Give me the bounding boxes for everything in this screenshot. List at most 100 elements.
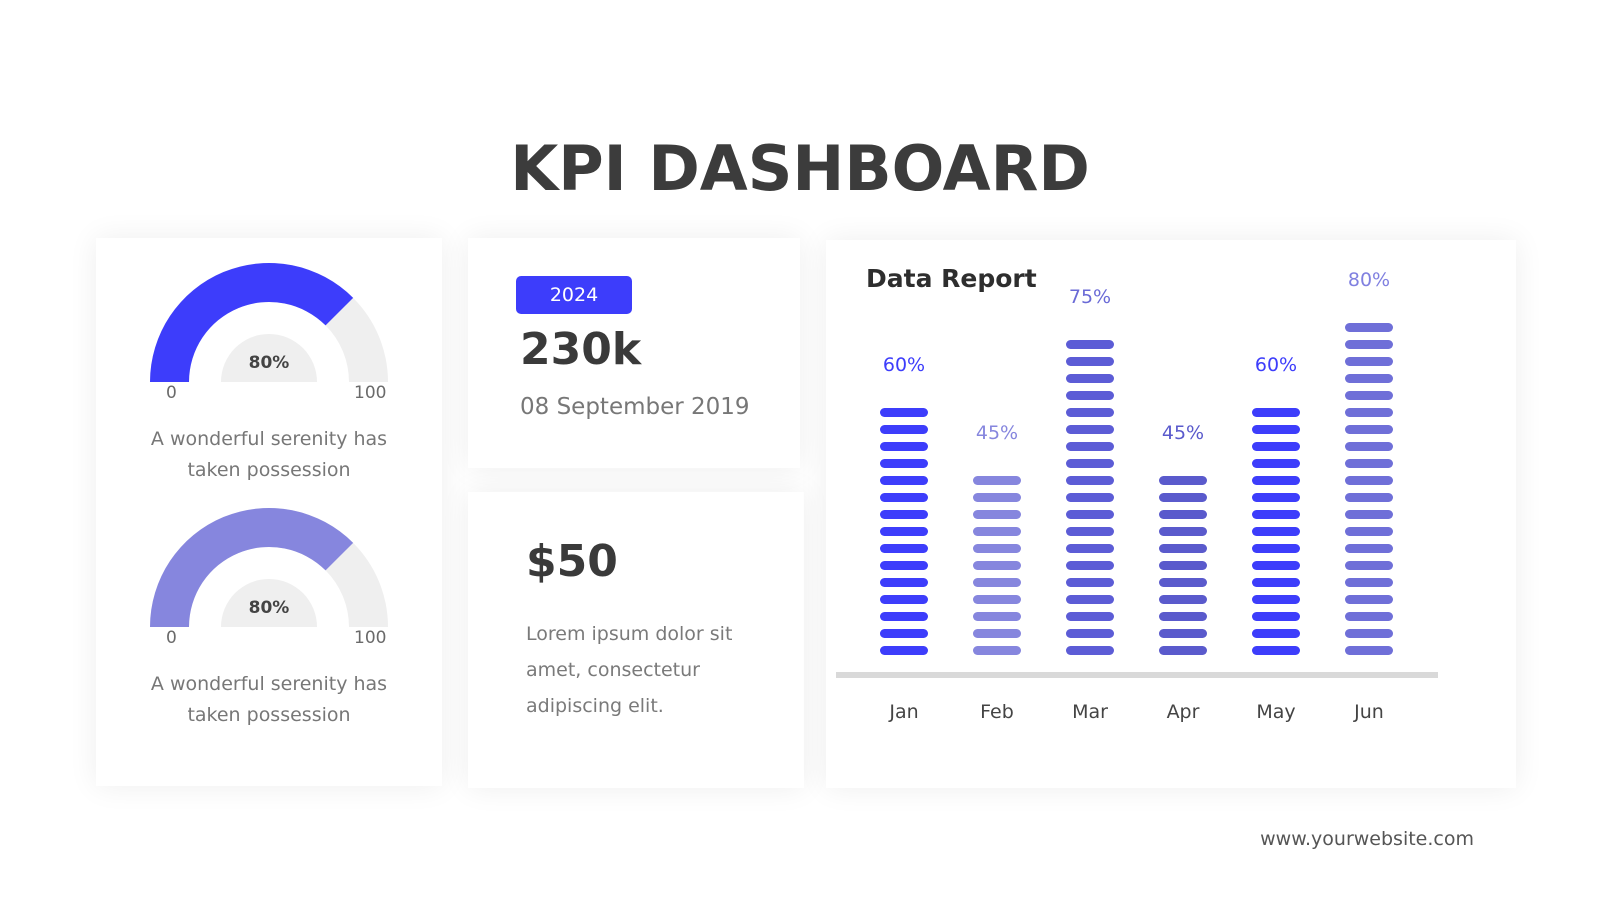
bar-segment — [973, 476, 1021, 485]
bar-segment — [1159, 493, 1207, 502]
bar-segment — [1252, 595, 1300, 604]
bar-value-label: 45% — [976, 422, 1018, 444]
gauge-2-caption-line2: taken possession — [187, 704, 351, 726]
bar-segment — [1345, 442, 1393, 451]
bar-segment — [1159, 595, 1207, 604]
gauge-2-caption: A wonderful serenity has taken possessio… — [96, 669, 442, 731]
bar-segment — [880, 544, 928, 553]
bar-segment — [1066, 408, 1114, 417]
bar-may — [1252, 408, 1300, 655]
bar-segment — [1066, 561, 1114, 570]
bar-segment — [1252, 459, 1300, 468]
website-url[interactable]: www.yourwebsite.com — [1260, 828, 1474, 850]
bar-segment — [1252, 493, 1300, 502]
bar-segment — [1345, 340, 1393, 349]
stat-date: 08 September 2019 — [520, 394, 750, 420]
bar-segment — [1345, 323, 1393, 332]
bar-segment — [1159, 578, 1207, 587]
gauge-fill — [150, 508, 354, 627]
bar-value-label: 80% — [1348, 269, 1390, 291]
bar-value-label: 60% — [883, 354, 925, 376]
bar-segment — [1066, 442, 1114, 451]
bar-segment — [1159, 476, 1207, 485]
bar-segment — [880, 629, 928, 638]
bar-segment — [1066, 493, 1114, 502]
bar-segment — [1252, 408, 1300, 417]
bar-jan — [880, 408, 928, 655]
gauge-value-label: 80% — [249, 353, 290, 373]
stat-card: 2024 230k 08 September 2019 — [468, 238, 800, 468]
bar-segment — [1345, 646, 1393, 655]
chart-title: Data Report — [866, 264, 1037, 293]
gauge-2-caption-line1: A wonderful serenity has — [150, 673, 388, 695]
gauge-center — [221, 334, 317, 382]
bar-segment — [1252, 561, 1300, 570]
bar-segment — [1252, 510, 1300, 519]
bar-segment — [1252, 629, 1300, 638]
gauges-card: 80% 0 100 A wonderful serenity has taken… — [96, 238, 442, 786]
gauge-2-max-label: 100 — [354, 628, 387, 648]
bar-segment — [973, 561, 1021, 570]
bar-segment — [1159, 510, 1207, 519]
gauge-1-caption-line2: taken possession — [187, 459, 351, 481]
bar-segment — [1066, 527, 1114, 536]
bar-segment — [880, 510, 928, 519]
bar-segment — [880, 442, 928, 451]
bar-segment — [1252, 476, 1300, 485]
bar-segment — [880, 493, 928, 502]
gauge-center — [221, 579, 317, 627]
data-report-chart: 60% Jan 45% Feb 75% Mar 45% Apr 60% May 80% Jun — [836, 269, 1438, 723]
bar-segment — [973, 493, 1021, 502]
bar-segment — [1252, 527, 1300, 536]
bar-segment — [880, 476, 928, 485]
bar-segment — [1159, 544, 1207, 553]
bar-segment — [1159, 612, 1207, 621]
bar-segment — [973, 578, 1021, 587]
bar-segment — [1066, 459, 1114, 468]
gauge-1-max-label: 100 — [354, 383, 387, 403]
bar-segment — [1345, 629, 1393, 638]
bar-segment — [973, 527, 1021, 536]
bar-segment — [1252, 544, 1300, 553]
bar-segment — [880, 408, 928, 417]
x-tick-label: Jun — [1353, 701, 1384, 723]
bar-segment — [1066, 340, 1114, 349]
bar-segment — [880, 595, 928, 604]
bar-segment — [973, 595, 1021, 604]
bar-segment — [1345, 544, 1393, 553]
bar-segment — [973, 646, 1021, 655]
bar-segment — [1345, 493, 1393, 502]
bar-segment — [880, 578, 928, 587]
bar-segment — [1066, 612, 1114, 621]
price-card: $50 Lorem ipsum dolor sit amet, consecte… — [468, 492, 804, 788]
bar-segment — [973, 629, 1021, 638]
bar-segment — [1066, 578, 1114, 587]
year-badge: 2024 — [516, 276, 632, 314]
bar-segment — [1345, 374, 1393, 383]
bar-apr — [1159, 476, 1207, 655]
bar-segment — [880, 527, 928, 536]
bar-segment — [880, 561, 928, 570]
bar-segment — [973, 510, 1021, 519]
bar-segment — [1066, 544, 1114, 553]
bar-segment — [1345, 408, 1393, 417]
x-tick-label: Mar — [1072, 701, 1108, 723]
bar-segment — [1066, 510, 1114, 519]
data-report-card: 60% Jan 45% Feb 75% Mar 45% Apr 60% May 80% Jun Dat… — [826, 240, 1516, 788]
bar-mar — [1066, 340, 1114, 655]
stat-value: 230k — [520, 324, 642, 375]
x-tick-label: Apr — [1167, 701, 1200, 723]
x-tick-label: Jan — [888, 701, 918, 723]
bar-segment — [1345, 476, 1393, 485]
bar-segment — [1066, 374, 1114, 383]
bar-segment — [880, 425, 928, 434]
bar-segment — [1345, 510, 1393, 519]
bar-segment — [1345, 561, 1393, 570]
bar-segment — [1159, 527, 1207, 536]
page-title: KPI DASHBOARD — [510, 132, 1090, 205]
x-tick-label: Feb — [980, 701, 1014, 723]
bar-segment — [880, 612, 928, 621]
bar-segment — [1345, 612, 1393, 621]
bar-segment — [1159, 646, 1207, 655]
bar-segment — [1252, 646, 1300, 655]
